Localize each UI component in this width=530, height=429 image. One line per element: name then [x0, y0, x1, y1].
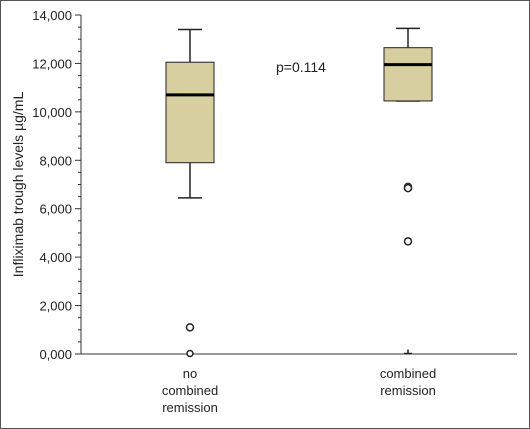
y-tick-label: 4,000	[39, 250, 72, 265]
outlier-point	[403, 237, 413, 246]
boxes	[165, 27, 433, 358]
outlier-point	[403, 183, 413, 193]
y-tick-label: 14,000	[32, 8, 72, 23]
y-ticks: 0,000 2,000 4,000 6,000 8,000 10,000 12,000 14,…	[32, 8, 81, 362]
y-tick-label: 2,000	[39, 299, 72, 314]
x-category-label: remission	[380, 383, 436, 398]
y-tick-label: 8,000	[39, 153, 72, 168]
iqr-box	[165, 61, 215, 164]
y-tick-label: 6,000	[39, 202, 72, 217]
y-tick-label: 10,000	[32, 105, 72, 120]
x-category-label: combined	[380, 366, 436, 381]
box-group	[165, 28, 215, 358]
x-category-label: combined	[162, 383, 218, 398]
x-category-label: no	[183, 366, 197, 381]
y-tick-label: 0,000	[39, 347, 72, 362]
y-axis-title: Infliximab trough levels µg/mL	[10, 92, 26, 278]
iqr-box	[383, 47, 433, 102]
outlier-point	[185, 323, 195, 332]
box-group	[383, 27, 433, 355]
p-value-annotation: p=0.114	[276, 59, 326, 75]
y-tick-label: 12,000	[32, 56, 72, 71]
extreme-point	[186, 349, 194, 358]
x-category-label: remission	[162, 400, 218, 415]
x-category-labels: no combined remission combined remission	[162, 366, 436, 415]
